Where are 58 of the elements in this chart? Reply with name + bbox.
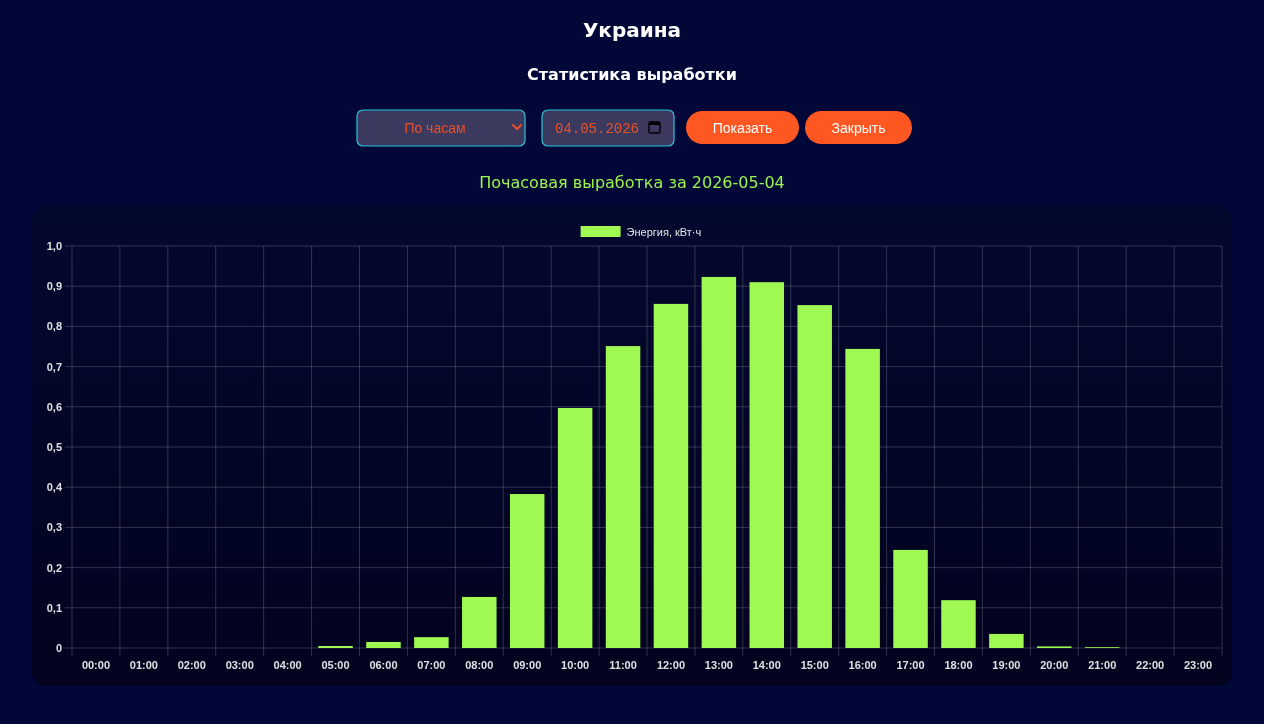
text: По часам [404, 120, 466, 136]
x-tick-label: 15:00 [800, 659, 829, 671]
x-tick-label: 16:00 [848, 659, 877, 671]
legend-label: Энергия, кВт·ч [626, 225, 702, 238]
chart-title: Украина [582, 18, 682, 42]
bar [797, 305, 832, 648]
y-tick-label: 0,5 [46, 441, 62, 453]
bar [701, 276, 737, 648]
x-tick-label: 10:00 [561, 659, 590, 671]
y-tick-label: 0,2 [46, 561, 62, 574]
x-tick-label: 03:00 [225, 659, 254, 671]
x-tick-label: 17:00 [896, 659, 925, 671]
bar [941, 600, 976, 648]
bar [366, 641, 401, 648]
x-tick-label: 22:00 [1136, 659, 1165, 671]
bar [653, 303, 689, 648]
bar [557, 408, 593, 648]
chart-subtitle: Статистика выработки [527, 65, 737, 84]
x-tick-label: 08:00 [465, 659, 494, 671]
y-tick-label: 0,8 [46, 320, 62, 333]
x-tick-label: 01:00 [129, 659, 158, 671]
bar [462, 596, 497, 648]
x-tick-label: 11:00 [609, 659, 637, 671]
bar [893, 549, 928, 648]
text: Почасовая выработка за 2026-05-04 [479, 173, 785, 192]
x-tick-label: 18:00 [944, 659, 973, 671]
bar [414, 637, 449, 648]
bar [749, 282, 785, 648]
x-tick-label: 09:00 [513, 659, 542, 671]
y-tick-label: 0,4 [46, 481, 63, 494]
x-tick-label: 12:00 [656, 659, 686, 671]
y-tick-label: 0,3 [46, 521, 62, 534]
bar [845, 348, 880, 648]
x-tick-label: 07:00 [417, 659, 446, 671]
x-tick-label: 05:00 [321, 659, 350, 671]
x-tick-label: 21:00 [1088, 659, 1117, 671]
y-tick-label: 0,9 [46, 280, 62, 293]
x-tick-label: 02:00 [177, 659, 206, 671]
y-tick-label: 0,7 [46, 360, 62, 373]
x-tick-label: 14:00 [752, 659, 781, 671]
text: Показать [712, 119, 773, 136]
x-tick-label: 19:00 [992, 659, 1021, 671]
y-tick-label: 0,6 [46, 400, 62, 413]
bar [605, 346, 641, 648]
x-tick-label: 06:00 [369, 659, 398, 671]
y-tick-label: 0,1 [46, 601, 62, 614]
bar [318, 645, 353, 648]
bar [989, 633, 1024, 648]
x-tick-label: 13:00 [704, 659, 733, 671]
y-tick-label: 0 [55, 642, 62, 654]
text: Закрыть [831, 119, 886, 136]
x-tick-label: 04:00 [273, 659, 302, 671]
bar [509, 494, 545, 648]
x-tick-label: 00:00 [81, 659, 111, 671]
x-tick-label: 23:00 [1183, 659, 1213, 671]
x-tick-label: 20:00 [1040, 659, 1069, 671]
text: 04.05.2026 [555, 121, 640, 137]
y-tick-label: 1,0 [46, 240, 62, 252]
